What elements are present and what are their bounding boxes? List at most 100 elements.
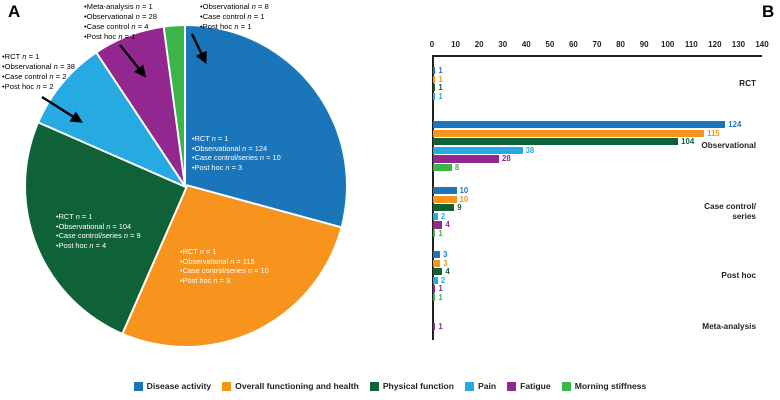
bar-value-label: 1 [438, 83, 443, 93]
bar-overall-functioning-and-health-observational [433, 129, 705, 137]
x-tick-70: 70 [592, 40, 602, 49]
legend-label: Morning stiffness [574, 381, 647, 391]
legend-label: Fatigue [520, 381, 551, 391]
x-tick-80: 80 [616, 40, 626, 49]
pie-label-physical-function: •RCT n = 1 •Observational n = 104 •Case … [56, 212, 141, 250]
legend-item-pain: Pain [464, 381, 497, 391]
legend-swatch-icon [507, 381, 517, 391]
legend-label: Physical function [382, 381, 454, 391]
bar-disease-activity-post-hoc [433, 251, 441, 259]
bar-physical-function-post-hoc [433, 268, 443, 276]
bar-value-label: 8 [454, 163, 460, 172]
bar-fatigue-meta-analysis [433, 323, 436, 331]
pie-chart-area: •RCT n = 1 •Observational n = 124 •Case … [26, 26, 346, 346]
x-tick-140: 140 [755, 40, 769, 49]
bar-overall-functioning-and-health-rct [433, 75, 436, 83]
bar-fatigue-observational [433, 155, 499, 163]
bar-morning-stiffness-post-hoc [433, 294, 436, 302]
pie-label-overall-functioning: •RCT n = 1 •Observational n = 115 •Case … [180, 247, 269, 285]
bar-value-label: 124 [728, 120, 742, 129]
bar-pain-rct [433, 92, 436, 100]
bar-pain-observational [433, 146, 523, 154]
x-tick-60: 60 [568, 40, 578, 49]
x-tick-120: 120 [708, 40, 722, 49]
legend-label: Pain [477, 381, 497, 391]
legend-swatch-icon [369, 381, 379, 391]
bar-value-label: 28 [502, 154, 511, 164]
arrow-pain-icon [41, 95, 83, 123]
bar-value-label: 9 [457, 203, 462, 213]
x-tick-0: 0 [429, 40, 435, 49]
x-tick-110: 110 [684, 40, 698, 49]
x-axis-line [432, 55, 762, 57]
legend-swatch-icon [561, 381, 571, 391]
legend-label: Disease activity [146, 381, 212, 391]
bar-value-label: 3 [443, 250, 448, 259]
callout-pain: •RCT n = 1 •Observational n = 38 •Case c… [2, 52, 75, 91]
bar-value-label: 10 [459, 186, 469, 195]
bar-value-label: 4 [445, 267, 450, 277]
bar-value-label: 10 [459, 194, 469, 204]
legend-item-morning-stiffness: Morning stiffness [561, 381, 647, 391]
panel-a-pie-chart: A •RCT n = 1 •Observational n = 124 •Cas… [0, 0, 380, 372]
x-tick-130: 130 [731, 40, 746, 49]
arrow-fatigue-icon [119, 44, 147, 78]
x-tick-20: 20 [474, 40, 484, 49]
bar-physical-function-case-control-series [433, 204, 455, 212]
x-tick-90: 90 [639, 40, 649, 49]
legend-swatch-icon [222, 381, 232, 391]
category-label-observational: Observational [701, 141, 756, 151]
chart-legend: Disease activity Overall functioning and … [0, 376, 780, 396]
bar-value-label: 115 [707, 128, 720, 138]
legend-label: Overall functioning and health [235, 381, 359, 391]
panel-b-letter: B [762, 2, 775, 21]
bar-value-label: 2 [440, 275, 446, 285]
bar-value-label: 1 [438, 229, 443, 238]
bar-disease-activity-case-control-series [433, 187, 457, 195]
bar-value-label: 1 [438, 284, 443, 294]
bar-disease-activity-observational [433, 121, 726, 129]
x-tick-40: 40 [521, 40, 531, 49]
arrow-morning-stiffness-icon [190, 33, 207, 65]
panel-a-letter: A [8, 2, 21, 21]
legend-item-physical-function: Physical function [369, 381, 454, 391]
bar-value-label: 1 [438, 74, 443, 84]
legend-swatch-icon [464, 381, 474, 391]
y-axis-line [432, 55, 434, 340]
bar-pain-case-control-series [433, 212, 438, 220]
x-tick-30: 30 [498, 40, 508, 49]
bar-disease-activity-rct [433, 67, 436, 75]
category-label-rct: RCT [739, 78, 756, 88]
bar-value-label: 1 [438, 91, 443, 101]
category-label-post-hoc: Post hoc [721, 271, 756, 281]
legend-item-fatigue: Fatigue [507, 381, 551, 391]
bar-value-label: 1 [438, 293, 443, 302]
legend-swatch-icon [133, 381, 143, 391]
bar-morning-stiffness-case-control-series [433, 230, 436, 238]
bar-value-label: 3 [443, 258, 448, 268]
bar-physical-function-rct [433, 84, 436, 92]
legend-item-disease-activity: Disease activity [133, 381, 212, 391]
bar-fatigue-case-control-series [433, 221, 443, 229]
bar-value-label: 104 [681, 137, 695, 147]
x-tick-100: 100 [661, 40, 675, 49]
bar-value-label: 38 [525, 145, 535, 155]
bar-value-label: 1 [438, 66, 443, 75]
bar-plot-area: 0 10 20 30 40 50 60 70 80 90 100 110 120 130 140 RCT Ob… [430, 40, 769, 340]
category-label-meta-analysis: Meta-analysis [702, 321, 756, 331]
panel-b-bar-chart: B 0 10 20 30 40 50 60 70 80 90 100 110 120 130 140 RCT… [380, 0, 780, 372]
bar-overall-functioning-and-health-post-hoc [433, 259, 441, 267]
x-tick-50: 50 [545, 40, 555, 49]
pie-label-disease-activity: •RCT n = 1 •Observational n = 124 •Case … [192, 134, 281, 172]
bar-overall-functioning-and-health-case-control-series [433, 195, 457, 203]
callout-morning-stiffness: •Observational n = 8 •Case control n = 1… [200, 2, 269, 31]
bar-fatigue-post-hoc [433, 285, 436, 293]
x-tick-10: 10 [451, 40, 461, 49]
pie-separator [184, 26, 186, 186]
bar-value-label: 4 [445, 220, 450, 230]
bar-morning-stiffness-observational [433, 164, 452, 172]
bar-value-label: 1 [438, 322, 443, 331]
bar-physical-function-observational [433, 138, 679, 146]
bar-pain-post-hoc [433, 276, 438, 284]
category-label-case-control-series: Case control/series [704, 202, 756, 221]
